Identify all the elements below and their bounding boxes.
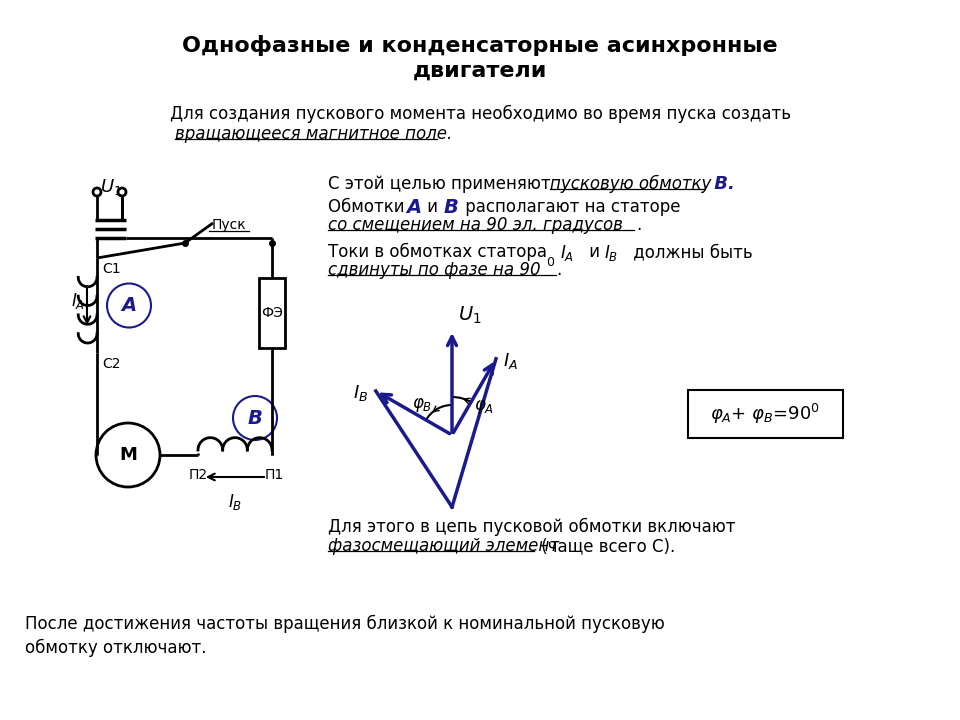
Text: и: и <box>422 198 444 216</box>
Text: С этой целью применяют: С этой целью применяют <box>328 175 556 193</box>
Text: $U_1$: $U_1$ <box>100 177 122 197</box>
Bar <box>259 278 285 348</box>
Text: П1: П1 <box>264 468 283 482</box>
Text: $I_А$: $I_А$ <box>560 243 574 263</box>
Text: Пуск: Пуск <box>211 218 246 232</box>
Text: 0: 0 <box>546 256 554 269</box>
Text: должны быть: должны быть <box>628 243 753 261</box>
Text: После достижения частоты вращения близкой к номинальной пусковую
обмотку отключа: После достижения частоты вращения близко… <box>25 615 664 657</box>
Text: .: . <box>556 261 562 279</box>
Text: .: . <box>636 216 641 234</box>
Text: В.: В. <box>708 175 734 193</box>
Text: располагают на статоре: располагают на статоре <box>460 198 681 216</box>
Text: $I_B$: $I_B$ <box>228 492 242 512</box>
Text: $\varphi_A$: $\varphi_A$ <box>474 398 494 416</box>
Text: В: В <box>248 408 262 428</box>
Text: $I_В$: $I_В$ <box>604 243 618 263</box>
Text: М: М <box>119 446 137 464</box>
Text: Обмотки: Обмотки <box>328 198 410 216</box>
Text: и: и <box>584 243 605 261</box>
Text: вращающееся магнитное поле.: вращающееся магнитное поле. <box>175 125 452 143</box>
Text: фазосмещающий элемент: фазосмещающий элемент <box>328 537 559 555</box>
Text: А: А <box>406 198 421 217</box>
Text: $I_A$: $I_A$ <box>71 290 85 310</box>
Text: C2: C2 <box>102 357 121 371</box>
Bar <box>688 390 843 438</box>
Text: П2: П2 <box>188 468 207 482</box>
Text: сдвинуты по фазе на 90: сдвинуты по фазе на 90 <box>328 261 540 279</box>
Text: Токи в обмотках статора: Токи в обмотках статора <box>328 243 552 261</box>
Text: В: В <box>444 198 459 217</box>
Text: Однофазные и конденсаторные асинхронные
двигатели: Однофазные и конденсаторные асинхронные … <box>182 35 778 81</box>
Text: Для этого в цепь пусковой обмотки включают: Для этого в цепь пусковой обмотки включа… <box>328 518 735 536</box>
Text: Для создания пускового момента необходимо во время пуска создать: Для создания пускового момента необходим… <box>170 105 790 123</box>
Text: (чаще всего С).: (чаще всего С). <box>536 537 675 555</box>
Text: C1: C1 <box>102 262 121 276</box>
Text: $I_A$: $I_A$ <box>503 351 518 371</box>
Text: А: А <box>121 296 136 315</box>
Text: $\varphi_A$+ $\varphi_B$=90$^0$: $\varphi_A$+ $\varphi_B$=90$^0$ <box>710 402 821 426</box>
Text: со смещением на 90 эл. градусов: со смещением на 90 эл. градусов <box>328 216 623 234</box>
Text: пусковую обмотку: пусковую обмотку <box>550 175 711 193</box>
Text: $I_B$: $I_B$ <box>352 383 368 403</box>
Text: $U_1$: $U_1$ <box>458 305 482 326</box>
Text: ФЭ: ФЭ <box>261 306 283 320</box>
Text: $\varphi_B$: $\varphi_B$ <box>412 396 432 414</box>
